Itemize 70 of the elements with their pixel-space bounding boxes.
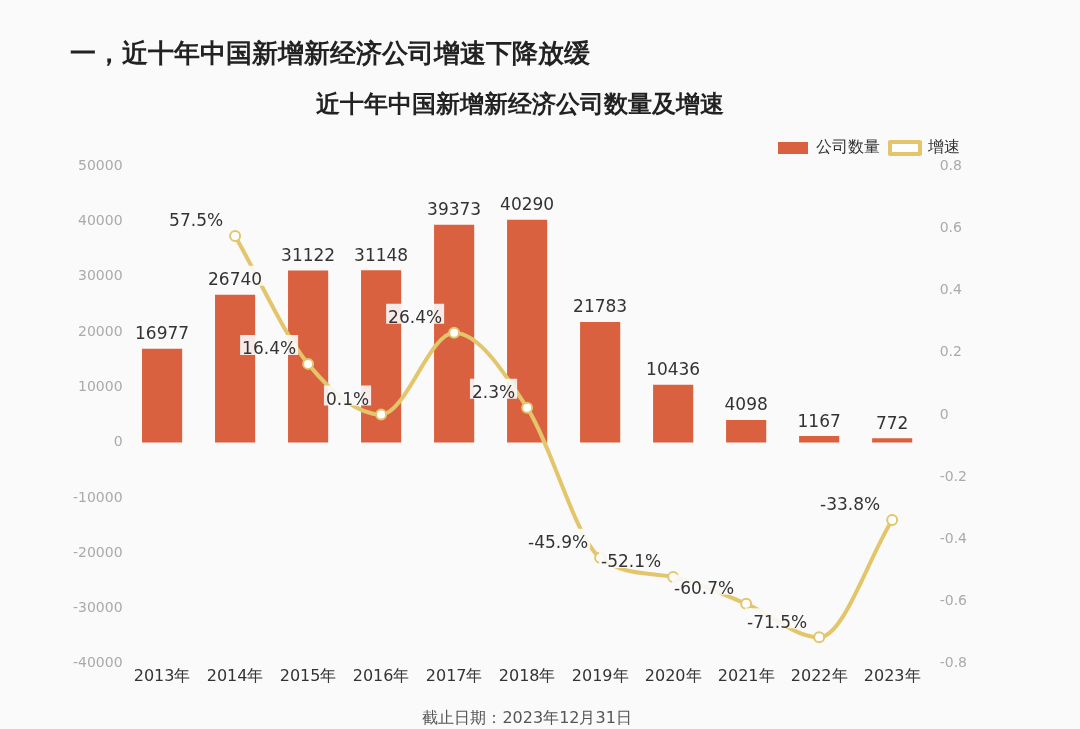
x-tick-label: 2020年 bbox=[644, 665, 702, 685]
x-tick-label: 2021年 bbox=[717, 665, 775, 685]
y-tick-label: 30000 bbox=[78, 267, 123, 284]
y-tick-label: 50000 bbox=[78, 156, 123, 173]
x-tick-label: 2023年 bbox=[863, 665, 921, 685]
point bbox=[521, 401, 534, 414]
point bbox=[229, 230, 242, 242]
x-tick-label: 2014年 bbox=[206, 665, 264, 685]
y-tick-label: 40000 bbox=[78, 211, 123, 228]
legend-label: 公司数量 bbox=[816, 137, 880, 157]
x-tick-label: 2022年 bbox=[790, 665, 848, 685]
bar bbox=[142, 348, 183, 443]
y2-tick-label: 0.2 bbox=[939, 343, 962, 360]
data-label: 40290 bbox=[500, 194, 555, 215]
data-label: 31122 bbox=[281, 244, 336, 265]
data-label: 10436 bbox=[646, 359, 701, 380]
x-tick-label: 2013年 bbox=[133, 665, 191, 685]
point bbox=[813, 631, 826, 644]
y2-tick-label: -0.6 bbox=[939, 592, 968, 609]
y-tick-label: -30000 bbox=[72, 599, 123, 616]
y-tick-label: 10000 bbox=[78, 377, 123, 394]
x-tick-label: 2017年 bbox=[425, 665, 483, 685]
x-tick-label: 2015年 bbox=[279, 665, 337, 685]
x-tick-label: 2019年 bbox=[571, 665, 629, 685]
data-label: 4098 bbox=[724, 394, 768, 415]
y-tick-label: 20000 bbox=[78, 322, 123, 339]
data-label: 21783 bbox=[573, 296, 628, 317]
data-label: 0.1% bbox=[325, 389, 370, 410]
data-label: 57.5% bbox=[169, 210, 224, 231]
text: 截止日期：2023年12月31日 bbox=[422, 708, 632, 728]
bar bbox=[653, 384, 694, 443]
y2-tick-label: 0.6 bbox=[939, 218, 963, 235]
data-label: 26.4% bbox=[388, 307, 443, 328]
y2-tick-label: -0.4 bbox=[939, 529, 968, 546]
data-label: -71.5% bbox=[747, 611, 808, 632]
bar bbox=[580, 322, 621, 443]
point bbox=[886, 514, 899, 527]
data-label: 2.3% bbox=[471, 382, 516, 403]
bar bbox=[726, 419, 767, 443]
data-label: 16977 bbox=[135, 323, 190, 344]
point bbox=[302, 357, 315, 370]
data-label: -52.1% bbox=[601, 551, 662, 572]
y-tick-label: 0 bbox=[113, 433, 123, 450]
y2-tick-label: -0.2 bbox=[939, 467, 968, 484]
x-tick-label: 2016年 bbox=[352, 665, 410, 685]
y-tick-label: -10000 bbox=[72, 488, 123, 505]
bar bbox=[799, 436, 840, 443]
data-label: -45.9% bbox=[528, 532, 589, 553]
data-label: 1167 bbox=[797, 410, 841, 431]
data-label: 772 bbox=[875, 412, 909, 433]
data-label: 31148 bbox=[354, 244, 409, 265]
y2-tick-label: 0 bbox=[939, 405, 949, 422]
y2-tick-label: -0.8 bbox=[939, 654, 968, 671]
point bbox=[448, 326, 461, 339]
data-label: -60.7% bbox=[674, 578, 735, 599]
y2-tick-label: 0.4 bbox=[939, 281, 963, 298]
chart-subtitle: 近十年中国新增新经济公司数量及增速 bbox=[316, 89, 724, 118]
data-label: -33.8% bbox=[820, 494, 881, 515]
data-label: 26740 bbox=[208, 269, 263, 290]
data-label: 16.4% bbox=[242, 338, 297, 359]
point bbox=[740, 597, 753, 610]
y2-tick-label: 0.8 bbox=[939, 156, 962, 173]
x-tick-label: 2018年 bbox=[498, 665, 556, 685]
y-tick-label: -20000 bbox=[72, 543, 123, 560]
chart-title: 一，近十年中国新增新经济公司增速下降放缓 bbox=[70, 38, 590, 69]
point bbox=[375, 408, 388, 421]
data-label: 39373 bbox=[427, 199, 482, 220]
legend-label: 增速 bbox=[927, 137, 960, 157]
bar bbox=[872, 438, 913, 443]
y-tick-label: -40000 bbox=[72, 654, 123, 671]
